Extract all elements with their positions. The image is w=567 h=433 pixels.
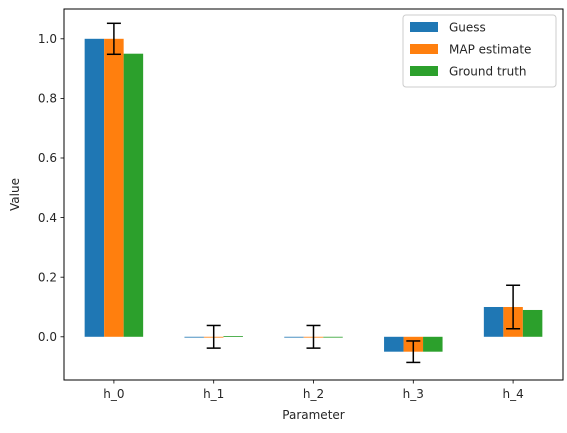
- bar-ground-truth-h4: [522, 309, 543, 337]
- y-axis-title: Value: [8, 178, 22, 211]
- bar-map-estimate-h0: [104, 38, 124, 337]
- x-tick-label: h_2: [303, 387, 324, 401]
- legend-box: [402, 14, 557, 88]
- errorbar-h4: [506, 284, 521, 330]
- errorbar-h2: [306, 324, 321, 349]
- x-axis-title: Parameter: [282, 408, 344, 422]
- y-tick-label: 0.8: [38, 92, 57, 106]
- y-axis: 0.0 0.2 0.4 0.6 0.8 1.0: [38, 32, 64, 344]
- errorbars-layer: [106, 22, 521, 364]
- y-tick-label: 0.6: [38, 151, 57, 165]
- x-tick-label: h_4: [502, 387, 523, 401]
- legend-swatch: [410, 22, 438, 32]
- x-tick-label: h_3: [403, 387, 424, 401]
- x-axis: h_0 h_1 h_2 h_3 h_4: [103, 380, 524, 401]
- bar-guess-h4: [483, 306, 504, 337]
- y-tick-label: 0.2: [38, 270, 57, 284]
- legend-swatch: [410, 66, 438, 76]
- legend-label: Guess: [449, 20, 486, 34]
- bar-ground-truth-h0: [123, 53, 144, 337]
- bar-ground-truth-h3: [423, 336, 443, 352]
- errorbar-h0: [106, 22, 121, 56]
- y-tick-label: 1.0: [38, 32, 57, 46]
- bar-guess-h0: [84, 38, 105, 337]
- legend: Guess MAP estimate Ground truth: [402, 14, 557, 88]
- bar-guess-h1: [184, 336, 204, 338]
- x-tick-label: h_0: [103, 387, 124, 401]
- legend-swatch: [410, 44, 438, 54]
- bar-guess-h2: [284, 336, 304, 338]
- y-tick-label: 0.0: [38, 330, 57, 344]
- legend-label: MAP estimate: [449, 42, 531, 56]
- bar-ground-truth-h2: [323, 336, 343, 338]
- errorbar-h1: [206, 324, 221, 349]
- bar-guess-h3: [384, 336, 404, 352]
- legend-label: Ground truth: [449, 64, 527, 78]
- x-tick-label: h_1: [203, 387, 224, 401]
- bar-ground-truth-h1: [223, 336, 243, 337]
- errorbar-h3: [406, 340, 421, 364]
- y-tick-label: 0.4: [38, 211, 57, 225]
